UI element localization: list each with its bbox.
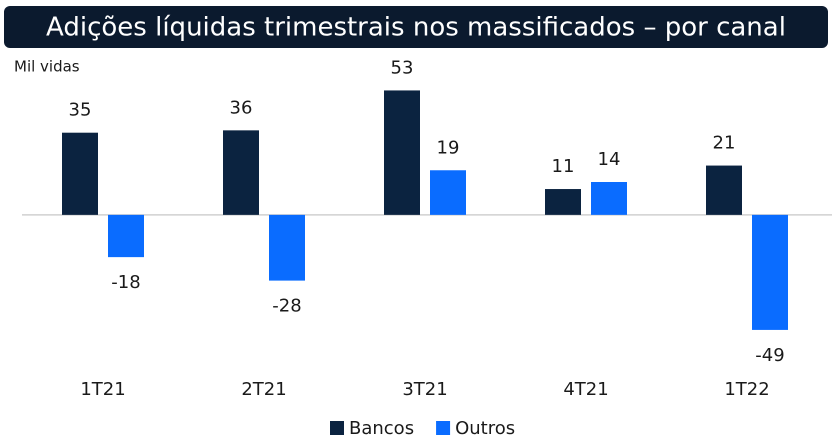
legend-swatch <box>330 421 344 435</box>
bar <box>430 170 466 215</box>
unit-label: Mil vidas <box>14 58 80 76</box>
data-label: 14 <box>598 149 621 170</box>
data-label: 21 <box>713 133 736 154</box>
data-label: 53 <box>391 57 414 78</box>
bar <box>591 182 627 215</box>
data-label: -18 <box>111 272 140 293</box>
x-tick-label: 2T21 <box>241 379 286 400</box>
bar <box>752 214 788 330</box>
data-label: 35 <box>69 100 92 121</box>
legend-label: Bancos <box>349 418 414 437</box>
bar <box>269 214 305 281</box>
bar <box>545 189 581 215</box>
title-bar <box>4 6 828 48</box>
bar <box>384 90 420 215</box>
x-tick-label: 4T21 <box>563 379 608 400</box>
data-label: -49 <box>755 345 784 366</box>
bar <box>108 214 144 258</box>
x-tick-label: 1T21 <box>80 379 125 400</box>
x-tick-label: 3T21 <box>402 379 447 400</box>
data-label: 19 <box>437 137 460 158</box>
data-label: 36 <box>230 97 253 118</box>
chart-title: Adições líquidas trimestrais nos massifi… <box>46 13 786 43</box>
bar <box>223 130 259 215</box>
x-tick-label: 1T22 <box>724 379 769 400</box>
data-label: 11 <box>552 156 575 177</box>
bar <box>62 132 98 215</box>
data-label: -28 <box>272 296 301 317</box>
bar <box>706 165 742 215</box>
legend-label: Outros <box>455 418 515 437</box>
legend-swatch <box>436 421 451 435</box>
